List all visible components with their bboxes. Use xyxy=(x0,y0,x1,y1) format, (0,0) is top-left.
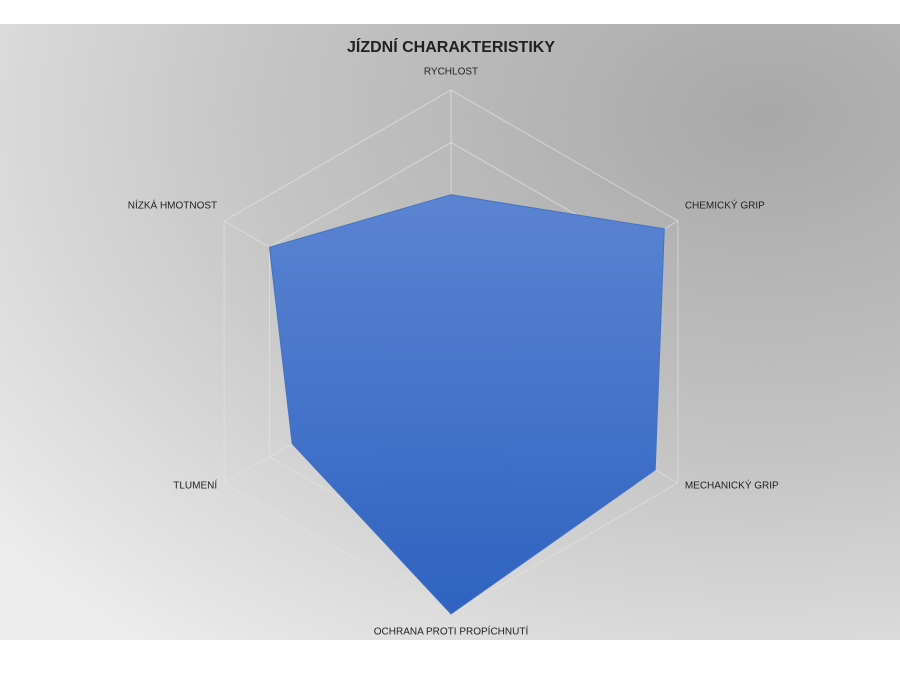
axis-label: TLUMENÍ xyxy=(173,479,217,492)
chart-title: JÍZDNÍ CHARAKTERISTIKY xyxy=(347,37,555,56)
axis-label: CHEMICKÝ GRIP xyxy=(685,199,765,212)
axis-label: NÍZKÁ HMOTNOST xyxy=(128,199,217,212)
axis-label: MECHANICKÝ GRIP xyxy=(685,479,779,492)
radar-area xyxy=(268,194,665,615)
axis-label: RYCHLOST xyxy=(424,67,478,78)
axis-label: OCHRANA PROTI PROPÍCHNUTÍ xyxy=(374,625,529,638)
